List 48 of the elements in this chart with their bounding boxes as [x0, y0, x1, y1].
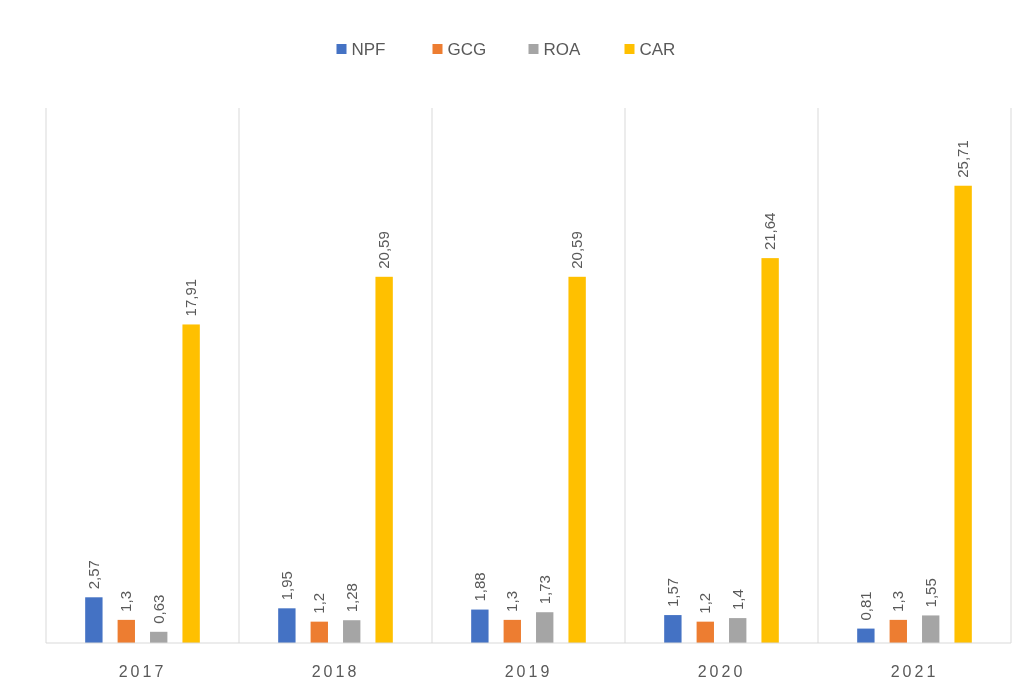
bar: [85, 597, 103, 643]
x-tick-label: 2017: [118, 663, 167, 680]
bar: [696, 621, 714, 643]
data-label: 1,3: [117, 591, 135, 612]
bar: [117, 619, 135, 643]
data-label: 0,63: [149, 594, 167, 624]
data-label: 1,3: [889, 591, 907, 612]
x-tick-label: 2021: [890, 663, 939, 680]
data-label: 1,95: [277, 571, 295, 601]
bar: [954, 185, 972, 643]
data-label: 1,28: [342, 583, 360, 613]
data-label: 0,81: [856, 591, 874, 621]
data-label: 17,91: [182, 278, 200, 317]
bar: [536, 612, 554, 643]
data-label: 1,4: [728, 589, 746, 611]
bar: [761, 258, 779, 643]
bar: [922, 615, 940, 643]
data-label: 1,2: [696, 592, 714, 614]
data-label: 1,2: [310, 592, 328, 614]
bar: [310, 621, 328, 643]
data-label: 20,59: [375, 231, 393, 269]
data-label: 1,57: [663, 577, 681, 608]
data-label: 1,3: [503, 591, 521, 612]
legend-label: CAR: [639, 40, 676, 59]
bar: [568, 276, 586, 643]
data-label: 1,55: [921, 578, 939, 608]
data-label: 2,57: [84, 560, 102, 590]
bar: [182, 324, 200, 643]
bar: [664, 615, 682, 643]
data-label: 21,64: [761, 212, 779, 251]
legend-label: NPF: [351, 40, 386, 59]
bar: [343, 620, 361, 643]
bar: [278, 608, 296, 643]
x-tick-label: 2019: [504, 663, 553, 680]
legend-label: GCG: [447, 40, 487, 59]
bar: [729, 618, 747, 643]
data-label: 1,88: [470, 572, 488, 602]
data-label: 1,73: [535, 575, 553, 605]
x-tick-label: 2018: [311, 663, 360, 680]
data-label: 25,71: [954, 140, 972, 178]
data-label: 20,59: [568, 231, 586, 269]
bar: [889, 619, 907, 643]
bar: [471, 609, 489, 643]
bar: [503, 619, 521, 643]
legend-label: ROA: [543, 40, 581, 59]
bar: [375, 276, 393, 643]
x-tick-label: 2020: [697, 663, 746, 680]
bar: [857, 628, 875, 643]
